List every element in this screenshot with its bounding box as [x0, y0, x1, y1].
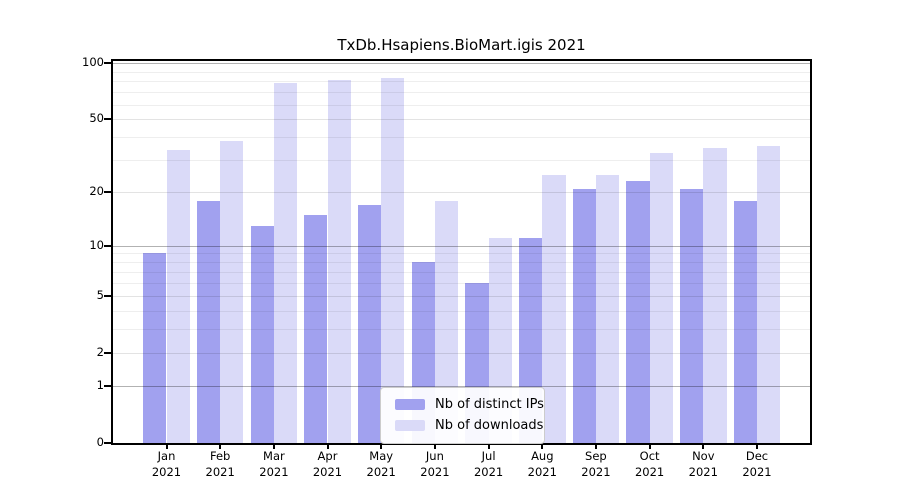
minor-gridline: [113, 282, 810, 284]
y-tick-label: 100: [82, 55, 104, 69]
x-tick-mark: [272, 443, 275, 449]
y-tick-mark: [104, 244, 111, 247]
x-tick-mark: [380, 443, 383, 449]
y-tick-mark: [104, 294, 111, 297]
y-tick-label: 0: [96, 435, 104, 449]
legend-swatch-downloads: [395, 420, 425, 431]
y-tick-label: 20: [89, 184, 104, 199]
minor-gridline: [113, 92, 810, 93]
bar-downloads-apr: [327, 80, 351, 443]
gridline-1: [113, 385, 810, 387]
bar-distinct-ips-sep: [572, 188, 596, 443]
y-tick-label: 10: [89, 237, 104, 252]
x-tick-mark: [756, 443, 758, 449]
bar-distinct-ips-nov: [680, 188, 704, 443]
x-tick-mark: [702, 443, 705, 449]
legend-row-downloads: Nb of downloads: [381, 415, 544, 436]
gridline-2: [113, 352, 810, 354]
y-tick-mark: [104, 442, 111, 444]
x-tick-mark: [648, 443, 651, 449]
bar-distinct-ips-mar: [250, 225, 274, 443]
legend-label-downloads: Nb of downloads: [435, 418, 544, 433]
bar-downloads-sep: [595, 174, 620, 443]
x-tick-label: Mar 2021: [259, 449, 289, 479]
y-tick-mark: [104, 191, 111, 194]
legend: Nb of distinct IPs Nb of downloads: [380, 387, 545, 444]
plot-area: Nb of distinct IPs Nb of downloads 0 1 2 5 1…: [82, 55, 812, 479]
legend-label-distinct-ips: Nb of distinct IPs: [435, 397, 544, 412]
minor-gridline: [113, 71, 810, 73]
gridline-100: [113, 63, 810, 64]
y-tick-mark: [104, 351, 111, 354]
y-tick-mark: [104, 384, 111, 387]
gridline-5: [113, 295, 810, 297]
minor-gridline: [113, 137, 810, 139]
legend-swatch-distinct-ips: [395, 399, 425, 410]
y-tick-mark: [104, 118, 111, 121]
gridline-20: [113, 192, 810, 194]
bar-distinct-ips-apr: [304, 214, 328, 443]
minor-gridline: [113, 160, 810, 162]
minor-gridline: [113, 328, 810, 330]
x-tick-mark: [541, 443, 544, 449]
gridline-50: [113, 119, 810, 121]
minor-gridline: [113, 81, 810, 83]
minor-gridline: [113, 253, 810, 255]
bar-downloads-dec: [757, 145, 781, 443]
x-tick-mark: [219, 443, 222, 449]
bar-downloads-feb: [220, 141, 244, 443]
x-tick-label: Feb 2021: [205, 449, 235, 479]
y-tick-label: 50: [89, 111, 104, 126]
x-tick-mark: [594, 443, 597, 449]
y-tick-mark: [104, 62, 111, 64]
bar-downloads-jan: [166, 150, 190, 443]
y-tick-label: 5: [96, 287, 104, 302]
x-tick-label: Jul 2021: [473, 449, 504, 479]
x-tick-label: May 2021: [366, 449, 396, 479]
bar-downloads-mar: [273, 83, 298, 443]
gridline-10: [113, 245, 810, 247]
bar-downloads-oct: [649, 152, 673, 443]
x-tick-label: Sep 2021: [581, 449, 611, 479]
legend-row-distinct-ips: Nb of distinct IPs: [381, 394, 544, 415]
x-tick-mark: [487, 443, 490, 449]
x-tick-mark: [165, 443, 168, 449]
y-tick-label: 2: [96, 344, 104, 359]
bar-distinct-ips-oct: [626, 181, 650, 443]
bar-distinct-ips-dec: [733, 200, 757, 443]
minor-gridline: [113, 271, 810, 273]
x-tick-label: Jan 2021: [151, 449, 182, 479]
x-tick-mark: [433, 443, 436, 449]
y-tick-label: 1: [96, 377, 104, 392]
chart-title: TxDb.Hsapiens.BioMart.igis 2021: [337, 36, 586, 54]
minor-gridline: [113, 262, 810, 264]
minor-gridline: [113, 104, 810, 106]
minor-gridline: [113, 310, 810, 312]
bar-downloads-nov: [703, 147, 727, 443]
x-tick-mark: [326, 443, 329, 449]
bar-downloads-aug: [542, 174, 566, 443]
bar-distinct-ips-may: [357, 205, 382, 443]
bar-downloads-jun: [434, 200, 459, 443]
bar-distinct-ips-jan: [143, 253, 167, 443]
x-tick-label: Dec 2021: [742, 449, 772, 479]
bar-distinct-ips-feb: [196, 200, 221, 443]
bar-downloads-may: [381, 78, 405, 443]
x-tick-label: Nov 2021: [688, 449, 718, 479]
x-tick-label: Oct 2021: [634, 449, 665, 479]
x-tick-label: Apr 2021: [312, 449, 343, 479]
x-tick-label: Aug 2021: [527, 449, 557, 479]
x-tick-label: Jun 2021: [420, 449, 450, 479]
